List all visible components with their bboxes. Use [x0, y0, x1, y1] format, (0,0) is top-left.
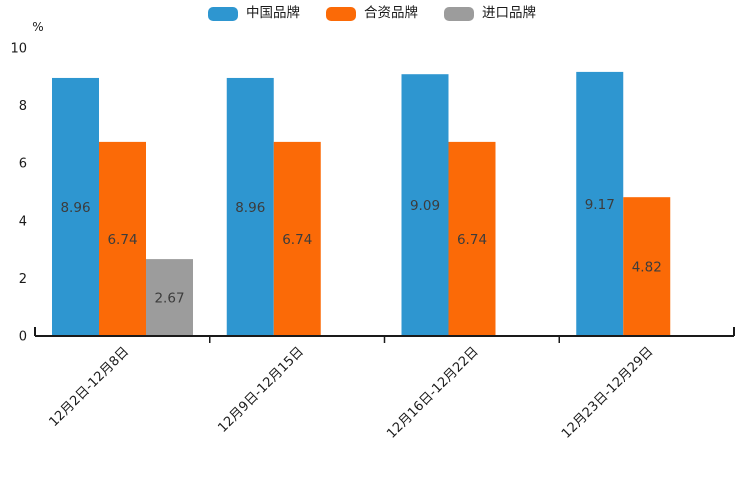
y-tick-label: 8 [19, 99, 27, 114]
y-axis-unit-label: % [32, 20, 43, 34]
y-tick-label: 6 [19, 157, 27, 172]
legend-label: 中国品牌 [246, 5, 300, 22]
x-tick-label: 12月2日-12月8日 [46, 344, 132, 430]
bar-value-label: 6.74 [457, 232, 487, 248]
bar-中国品牌-3 [576, 71, 624, 337]
legend-item-进口品牌: 进口品牌 [444, 7, 536, 21]
x-tick-label: 12月16日-12月22日 [384, 344, 481, 441]
bar-合资品牌-3 [623, 197, 671, 336]
legend-item-合资品牌: 合资品牌 [326, 7, 418, 21]
bar-合资品牌-2 [448, 141, 496, 336]
y-tick-label: 0 [19, 330, 27, 345]
legend-item-中国品牌: 中国品牌 [208, 7, 300, 21]
bar-value-label: 2.67 [154, 291, 184, 307]
legend-label: 进口品牌 [482, 5, 536, 22]
bar-中国品牌-2 [401, 74, 449, 336]
legend-label: 合资品牌 [364, 5, 418, 22]
bar-value-label: 6.74 [107, 232, 137, 248]
bar-中国品牌-0 [52, 77, 99, 337]
legend: 中国品牌 合资品牌 进口品牌 [0, 7, 744, 21]
y-tick-label: 10 [10, 42, 27, 57]
bar-value-label: 8.96 [235, 200, 265, 216]
legend-swatch-icon [326, 7, 356, 21]
bar-进口品牌-0 [146, 259, 193, 336]
bar-value-label: 9.09 [410, 198, 440, 214]
bar-value-label: 6.74 [282, 232, 312, 248]
legend-swatch-icon [208, 7, 238, 21]
legend-swatch-icon [444, 7, 474, 21]
bar-value-label: 8.96 [60, 200, 90, 216]
bar-合资品牌-0 [99, 141, 146, 336]
bar-value-label: 9.17 [585, 197, 615, 213]
bar-合资品牌-1 [273, 141, 321, 336]
y-tick-label: 4 [19, 214, 27, 229]
x-tick-label: 12月23日-12月29日 [559, 344, 656, 441]
x-tick-label: 12月9日-12月15日 [215, 344, 307, 436]
bar-中国品牌-1 [226, 77, 274, 337]
y-tick-label: 2 [19, 272, 27, 287]
bar-value-label: 4.82 [632, 260, 662, 276]
